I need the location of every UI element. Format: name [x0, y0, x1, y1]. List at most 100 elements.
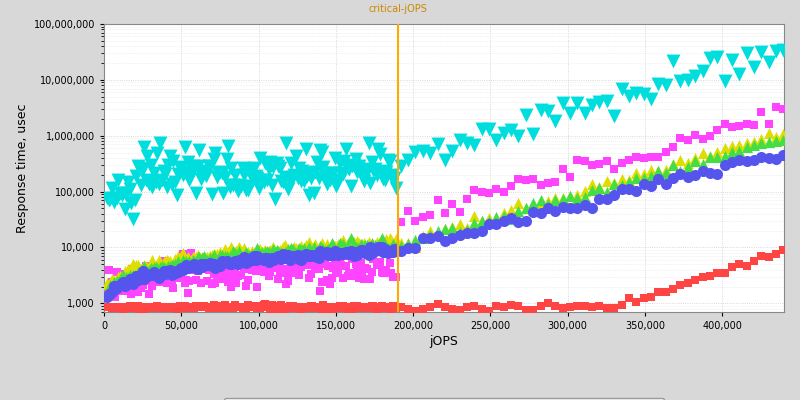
Point: [275, 249, 288, 256]
Point: [182, 304, 194, 310]
Point: [241, 256, 254, 262]
Point: [142, 291, 155, 297]
Point: [409, 245, 422, 251]
Point: [106, 276, 118, 282]
Point: [394, 248, 407, 254]
Point: [169, 270, 182, 276]
Point: [147, 304, 160, 311]
Point: [202, 254, 215, 261]
Point: [755, 140, 768, 146]
Point: [246, 251, 258, 258]
Point: [138, 272, 150, 279]
Point: [266, 247, 278, 253]
Point: [527, 200, 540, 206]
Point: [608, 113, 621, 119]
Point: [394, 242, 407, 249]
Point: [512, 208, 525, 215]
Point: [136, 268, 149, 275]
Point: [307, 190, 320, 196]
Point: [331, 304, 344, 310]
Point: [266, 255, 278, 262]
Point: [131, 268, 144, 275]
Point: [248, 303, 261, 309]
Point: [101, 292, 114, 299]
Point: [258, 302, 270, 308]
Point: [342, 243, 354, 250]
Point: [307, 304, 320, 311]
Point: [133, 276, 146, 282]
Point: [638, 175, 650, 182]
Point: [326, 306, 339, 312]
Point: [571, 204, 584, 211]
Point: [370, 306, 383, 312]
Point: [190, 265, 202, 272]
Point: [498, 304, 510, 311]
Point: [512, 176, 525, 182]
Point: [218, 258, 231, 264]
Point: [383, 158, 396, 164]
Point: [280, 245, 293, 252]
Point: [564, 193, 577, 199]
Point: [615, 160, 628, 166]
Point: [402, 240, 414, 246]
Point: [275, 266, 288, 272]
Point: [317, 246, 330, 253]
Point: [468, 229, 481, 236]
Point: [125, 304, 138, 311]
Point: [223, 184, 236, 190]
Point: [358, 249, 370, 256]
Point: [159, 271, 172, 278]
Point: [233, 244, 246, 250]
Point: [377, 270, 390, 277]
Point: [106, 284, 118, 291]
Point: [490, 221, 503, 227]
Point: [350, 245, 362, 252]
Point: [269, 248, 282, 254]
Point: [241, 302, 254, 308]
Point: [259, 301, 272, 307]
Point: [328, 304, 341, 311]
Point: [112, 278, 125, 285]
Point: [519, 307, 532, 313]
Point: [144, 304, 157, 310]
Point: [659, 82, 672, 88]
Point: [233, 256, 246, 263]
Point: [340, 248, 353, 255]
Point: [130, 273, 142, 279]
Point: [733, 156, 746, 163]
Point: [498, 218, 510, 224]
Point: [312, 255, 325, 262]
Point: [228, 258, 241, 264]
Point: [223, 260, 236, 267]
Point: [331, 270, 344, 276]
Point: [490, 186, 503, 193]
Point: [174, 265, 186, 272]
Point: [302, 192, 315, 198]
Point: [409, 237, 422, 244]
Point: [166, 277, 178, 284]
Point: [110, 268, 123, 275]
Point: [212, 263, 225, 269]
Point: [196, 264, 209, 270]
Point: [259, 249, 272, 255]
Point: [130, 262, 142, 268]
Point: [353, 163, 366, 169]
Point: [122, 283, 134, 290]
Point: [755, 153, 768, 160]
Point: [242, 264, 255, 270]
Point: [353, 239, 366, 246]
Point: [345, 183, 358, 189]
Point: [630, 298, 642, 305]
Point: [534, 199, 547, 206]
Point: [377, 245, 390, 251]
Point: [209, 280, 222, 286]
Point: [157, 268, 170, 274]
Point: [322, 252, 334, 258]
Point: [194, 304, 207, 310]
Point: [274, 269, 286, 275]
Point: [164, 277, 177, 284]
Point: [294, 264, 307, 270]
Point: [369, 166, 382, 172]
Point: [286, 302, 299, 309]
Point: [123, 186, 136, 192]
